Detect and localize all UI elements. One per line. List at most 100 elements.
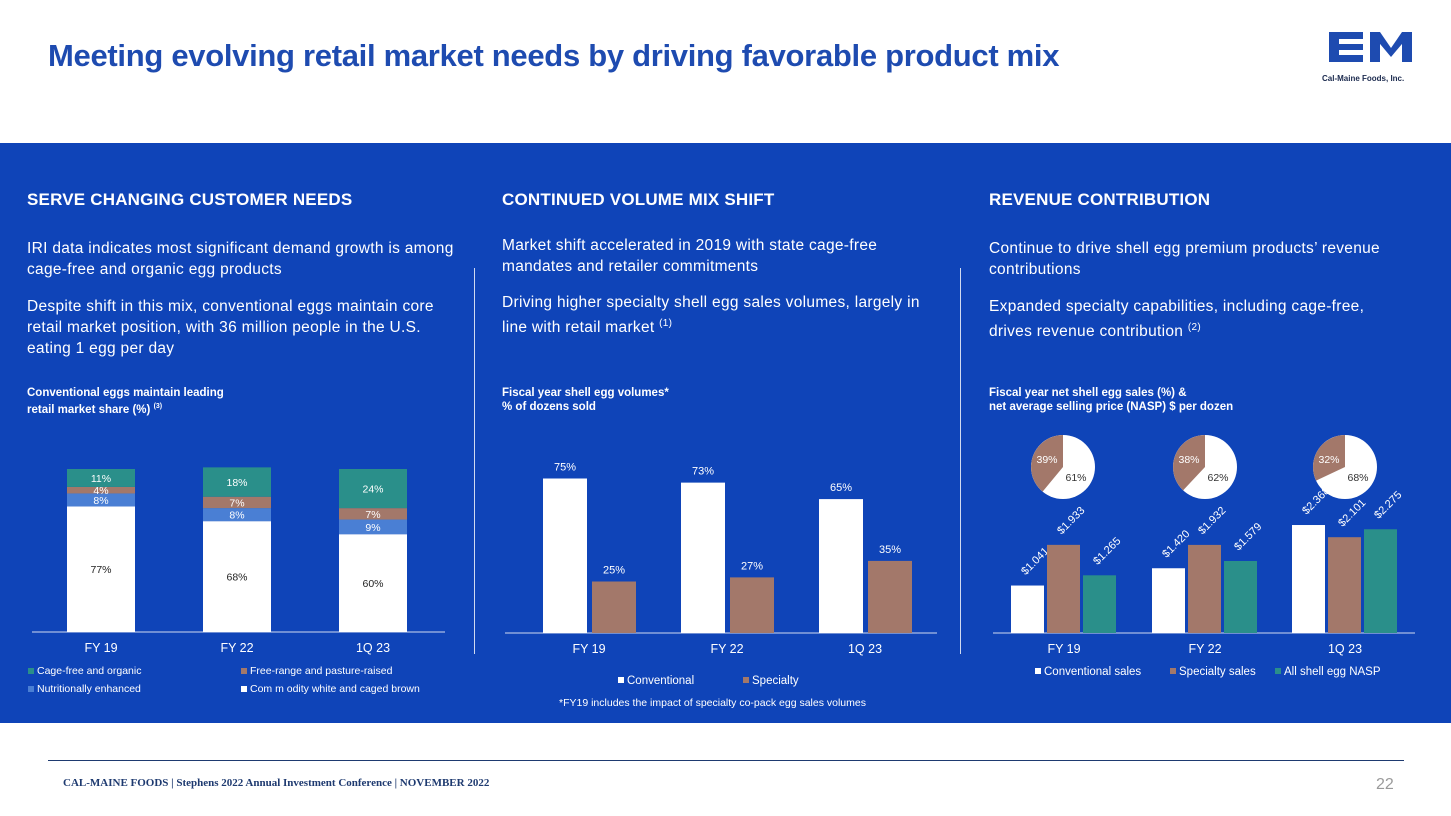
bar-segment xyxy=(203,521,271,632)
x-tick-label: FY 19 xyxy=(1047,642,1080,656)
volume-title-line2: % of dozens sold xyxy=(502,401,596,413)
data-label: $2.275 xyxy=(1372,489,1404,521)
bar xyxy=(1152,568,1185,633)
bar-segment xyxy=(67,493,135,507)
pie-label-specialty: 32% xyxy=(1318,454,1339,466)
bar-segment xyxy=(203,496,271,509)
company-logo xyxy=(1329,32,1412,62)
data-label: 65% xyxy=(830,482,852,494)
revenue-para-1: Continue to drive shell egg premium prod… xyxy=(989,240,1380,278)
x-tick-label: 1Q 23 xyxy=(356,641,390,655)
revenue-para-2: Expanded specialty capabilities, includi… xyxy=(989,296,1409,342)
volume-mix-para-2-text: Driving higher specialty shell egg sales… xyxy=(502,294,920,337)
data-label: $1.579 xyxy=(1232,521,1264,553)
bar xyxy=(1328,537,1361,633)
volume-mix-para-2: Driving higher specialty shell egg sales… xyxy=(502,292,922,338)
bar-segment xyxy=(67,506,135,632)
pie-slice-specialty xyxy=(1173,435,1205,491)
data-label: 73% xyxy=(692,466,714,478)
pie-label-conventional: 61% xyxy=(1065,472,1086,484)
section-heading-customer-needs: SERVE CHANGING CUSTOMER NEEDS xyxy=(27,190,353,209)
data-label: 7% xyxy=(365,509,380,521)
bar xyxy=(1188,544,1221,633)
pie-label-conventional: 62% xyxy=(1207,472,1228,484)
bar-segment xyxy=(339,469,407,509)
volume-chart-title: Fiscal year shell egg volumes* % of doze… xyxy=(502,386,802,414)
legend-swatch xyxy=(743,677,749,683)
legend-swatch xyxy=(28,686,34,692)
data-label: 25% xyxy=(603,565,625,577)
market-share-title-line2: retail market share (%) xyxy=(27,403,151,416)
revenue-title-line1: Fiscal year net shell egg sales (%) & xyxy=(989,387,1187,399)
legend-swatch xyxy=(28,668,34,674)
legend-label: Specialty xyxy=(752,675,799,687)
volume-mix-footnote-ref: (1) xyxy=(659,318,673,329)
bar-segment xyxy=(67,486,135,494)
volume-mix-para-1: Market shift accelerated in 2019 with st… xyxy=(502,237,878,275)
legend-label: Nutritionally enhanced xyxy=(37,683,141,695)
data-label: 68% xyxy=(226,572,247,584)
data-label: 60% xyxy=(362,578,383,590)
bar xyxy=(819,499,863,633)
bar xyxy=(592,581,636,633)
legend-label: Conventional xyxy=(627,675,694,687)
x-tick-label: FY 19 xyxy=(572,642,605,656)
legend-swatch xyxy=(1275,668,1281,674)
data-label: 7% xyxy=(229,497,244,509)
bar xyxy=(1011,585,1044,633)
data-label: 11% xyxy=(91,473,111,485)
legend-swatch xyxy=(241,668,247,674)
pie-slice-specialty xyxy=(1313,435,1345,481)
legend-swatch xyxy=(1170,668,1176,674)
bar xyxy=(1047,544,1080,633)
revenue-para-2-text: Expanded specialty capabilities, includi… xyxy=(989,298,1365,341)
bar-segment xyxy=(339,508,407,520)
data-label: 35% xyxy=(879,544,901,556)
data-label: 9% xyxy=(365,522,380,534)
market-share-footnote-ref: (3) xyxy=(153,403,163,410)
data-label: 8% xyxy=(93,495,108,507)
footer-text: CAL-MAINE FOODS | Stephens 2022 Annual I… xyxy=(63,777,490,789)
x-tick-label: FY 22 xyxy=(1188,642,1221,656)
legend-label: Specialty sales xyxy=(1179,666,1256,678)
data-label: 24% xyxy=(362,484,383,496)
revenue-footnote-ref: (2) xyxy=(1187,322,1201,333)
legend-label: Free-range and pasture-raised xyxy=(250,665,393,677)
bar-segment xyxy=(339,519,407,535)
pie-slice-specialty xyxy=(1031,435,1063,492)
section-heading-volume-mix: CONTINUED VOLUME MIX SHIFT xyxy=(502,190,775,209)
bar-segment xyxy=(339,534,407,632)
customer-needs-para-1: IRI data indicates most significant dema… xyxy=(27,240,454,278)
bar-segment xyxy=(67,469,135,487)
bar xyxy=(730,577,774,633)
bar xyxy=(543,478,587,633)
volume-chart: 75% 25% FY 19 73% 27% FY 22 65% 35% 1Q 23 Convent… xyxy=(505,462,937,709)
legend-swatch xyxy=(241,686,247,692)
bar xyxy=(868,560,912,633)
data-label: $1.041 xyxy=(1019,545,1051,577)
revenue-title-line2: net average selling price (NASP) $ per d… xyxy=(989,401,1234,413)
bar-segment xyxy=(203,508,271,522)
legend-label: All shell egg NASP xyxy=(1284,666,1381,678)
legend-swatch xyxy=(1035,668,1041,674)
data-label: 18% xyxy=(226,477,247,489)
column-divider-1 xyxy=(474,268,475,654)
bar xyxy=(1292,525,1325,633)
bar xyxy=(681,482,725,633)
legend-swatch xyxy=(618,677,624,683)
footer-divider xyxy=(48,760,1404,761)
legend-label: Com m odity white and caged brown xyxy=(250,683,420,695)
pie-label-conventional: 68% xyxy=(1347,472,1368,484)
data-label: $1.420 xyxy=(1160,528,1192,560)
data-label: 77% xyxy=(90,564,111,576)
data-label: 8% xyxy=(229,510,244,522)
data-label: 4% xyxy=(93,485,108,497)
pie-label-specialty: 39% xyxy=(1036,454,1057,466)
section-heading-revenue: REVENUE CONTRIBUTION xyxy=(989,190,1211,209)
page-title: Meeting evolving retail market needs by … xyxy=(48,38,1060,73)
x-tick-label: 1Q 23 xyxy=(848,642,882,656)
bar-segment xyxy=(203,467,271,497)
x-tick-label: FY 19 xyxy=(84,641,117,655)
pie-label-specialty: 38% xyxy=(1178,454,1199,466)
